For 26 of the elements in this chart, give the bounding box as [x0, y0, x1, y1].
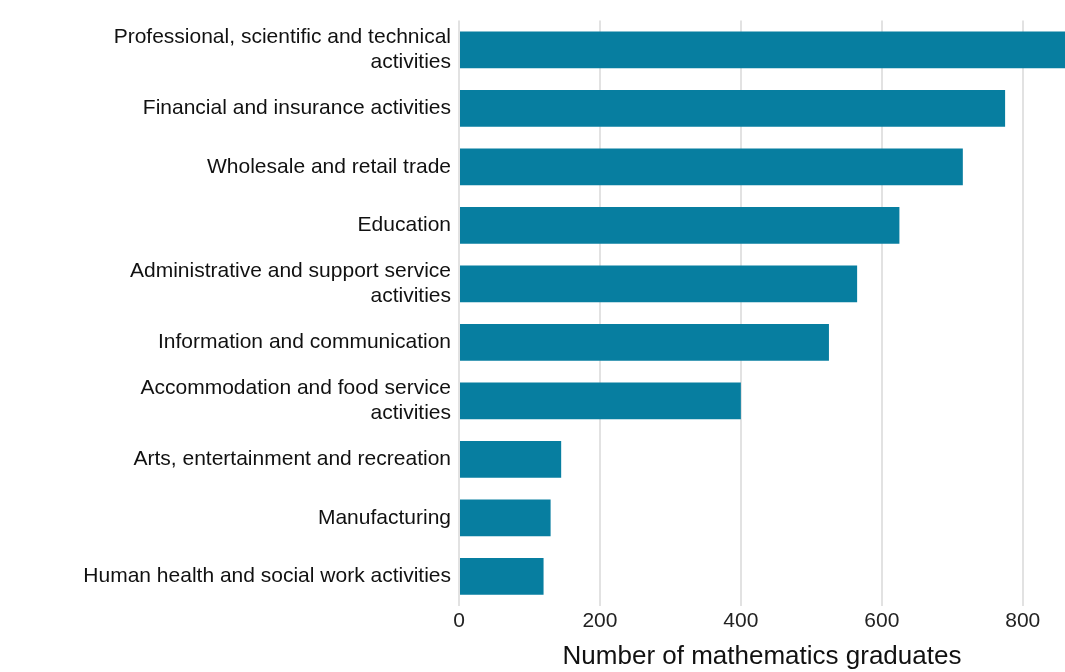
- x-tick-label: 400: [723, 608, 759, 631]
- bar: [460, 89, 1006, 127]
- y-tick-label: Information and communication: [158, 329, 451, 353]
- bar: [460, 31, 1065, 69]
- y-tick-label: Manufacturing: [317, 504, 451, 528]
- x-tick-label: 200: [582, 608, 618, 631]
- bar: [460, 148, 963, 186]
- x-tick-label: 800: [1005, 608, 1041, 631]
- bar: [460, 206, 900, 244]
- x-tick-label: 0: [453, 608, 465, 631]
- y-tick-label: Financial and insurance activities: [142, 95, 451, 119]
- y-tick-label: Education: [357, 212, 451, 236]
- y-tick-label: Administrative and support service activities: [130, 258, 451, 307]
- y-tick-label: Human health and social work activities: [83, 563, 451, 587]
- bar: [460, 440, 562, 478]
- bar: [460, 499, 551, 537]
- y-tick-label: Accommodation and food service activities: [140, 375, 451, 424]
- y-tick-label: Professional, scientific and technical activities: [113, 24, 451, 73]
- bar: [460, 323, 829, 361]
- bar: [460, 382, 741, 420]
- y-tick-label: Wholesale and retail trade: [207, 153, 451, 177]
- y-tick-label: Arts, entertainment and recreation: [133, 446, 451, 470]
- bar: [460, 265, 858, 303]
- bar: [460, 557, 544, 595]
- x-tick-label: 600: [864, 608, 900, 631]
- x-axis-title: Number of mathematics graduates: [562, 639, 962, 670]
